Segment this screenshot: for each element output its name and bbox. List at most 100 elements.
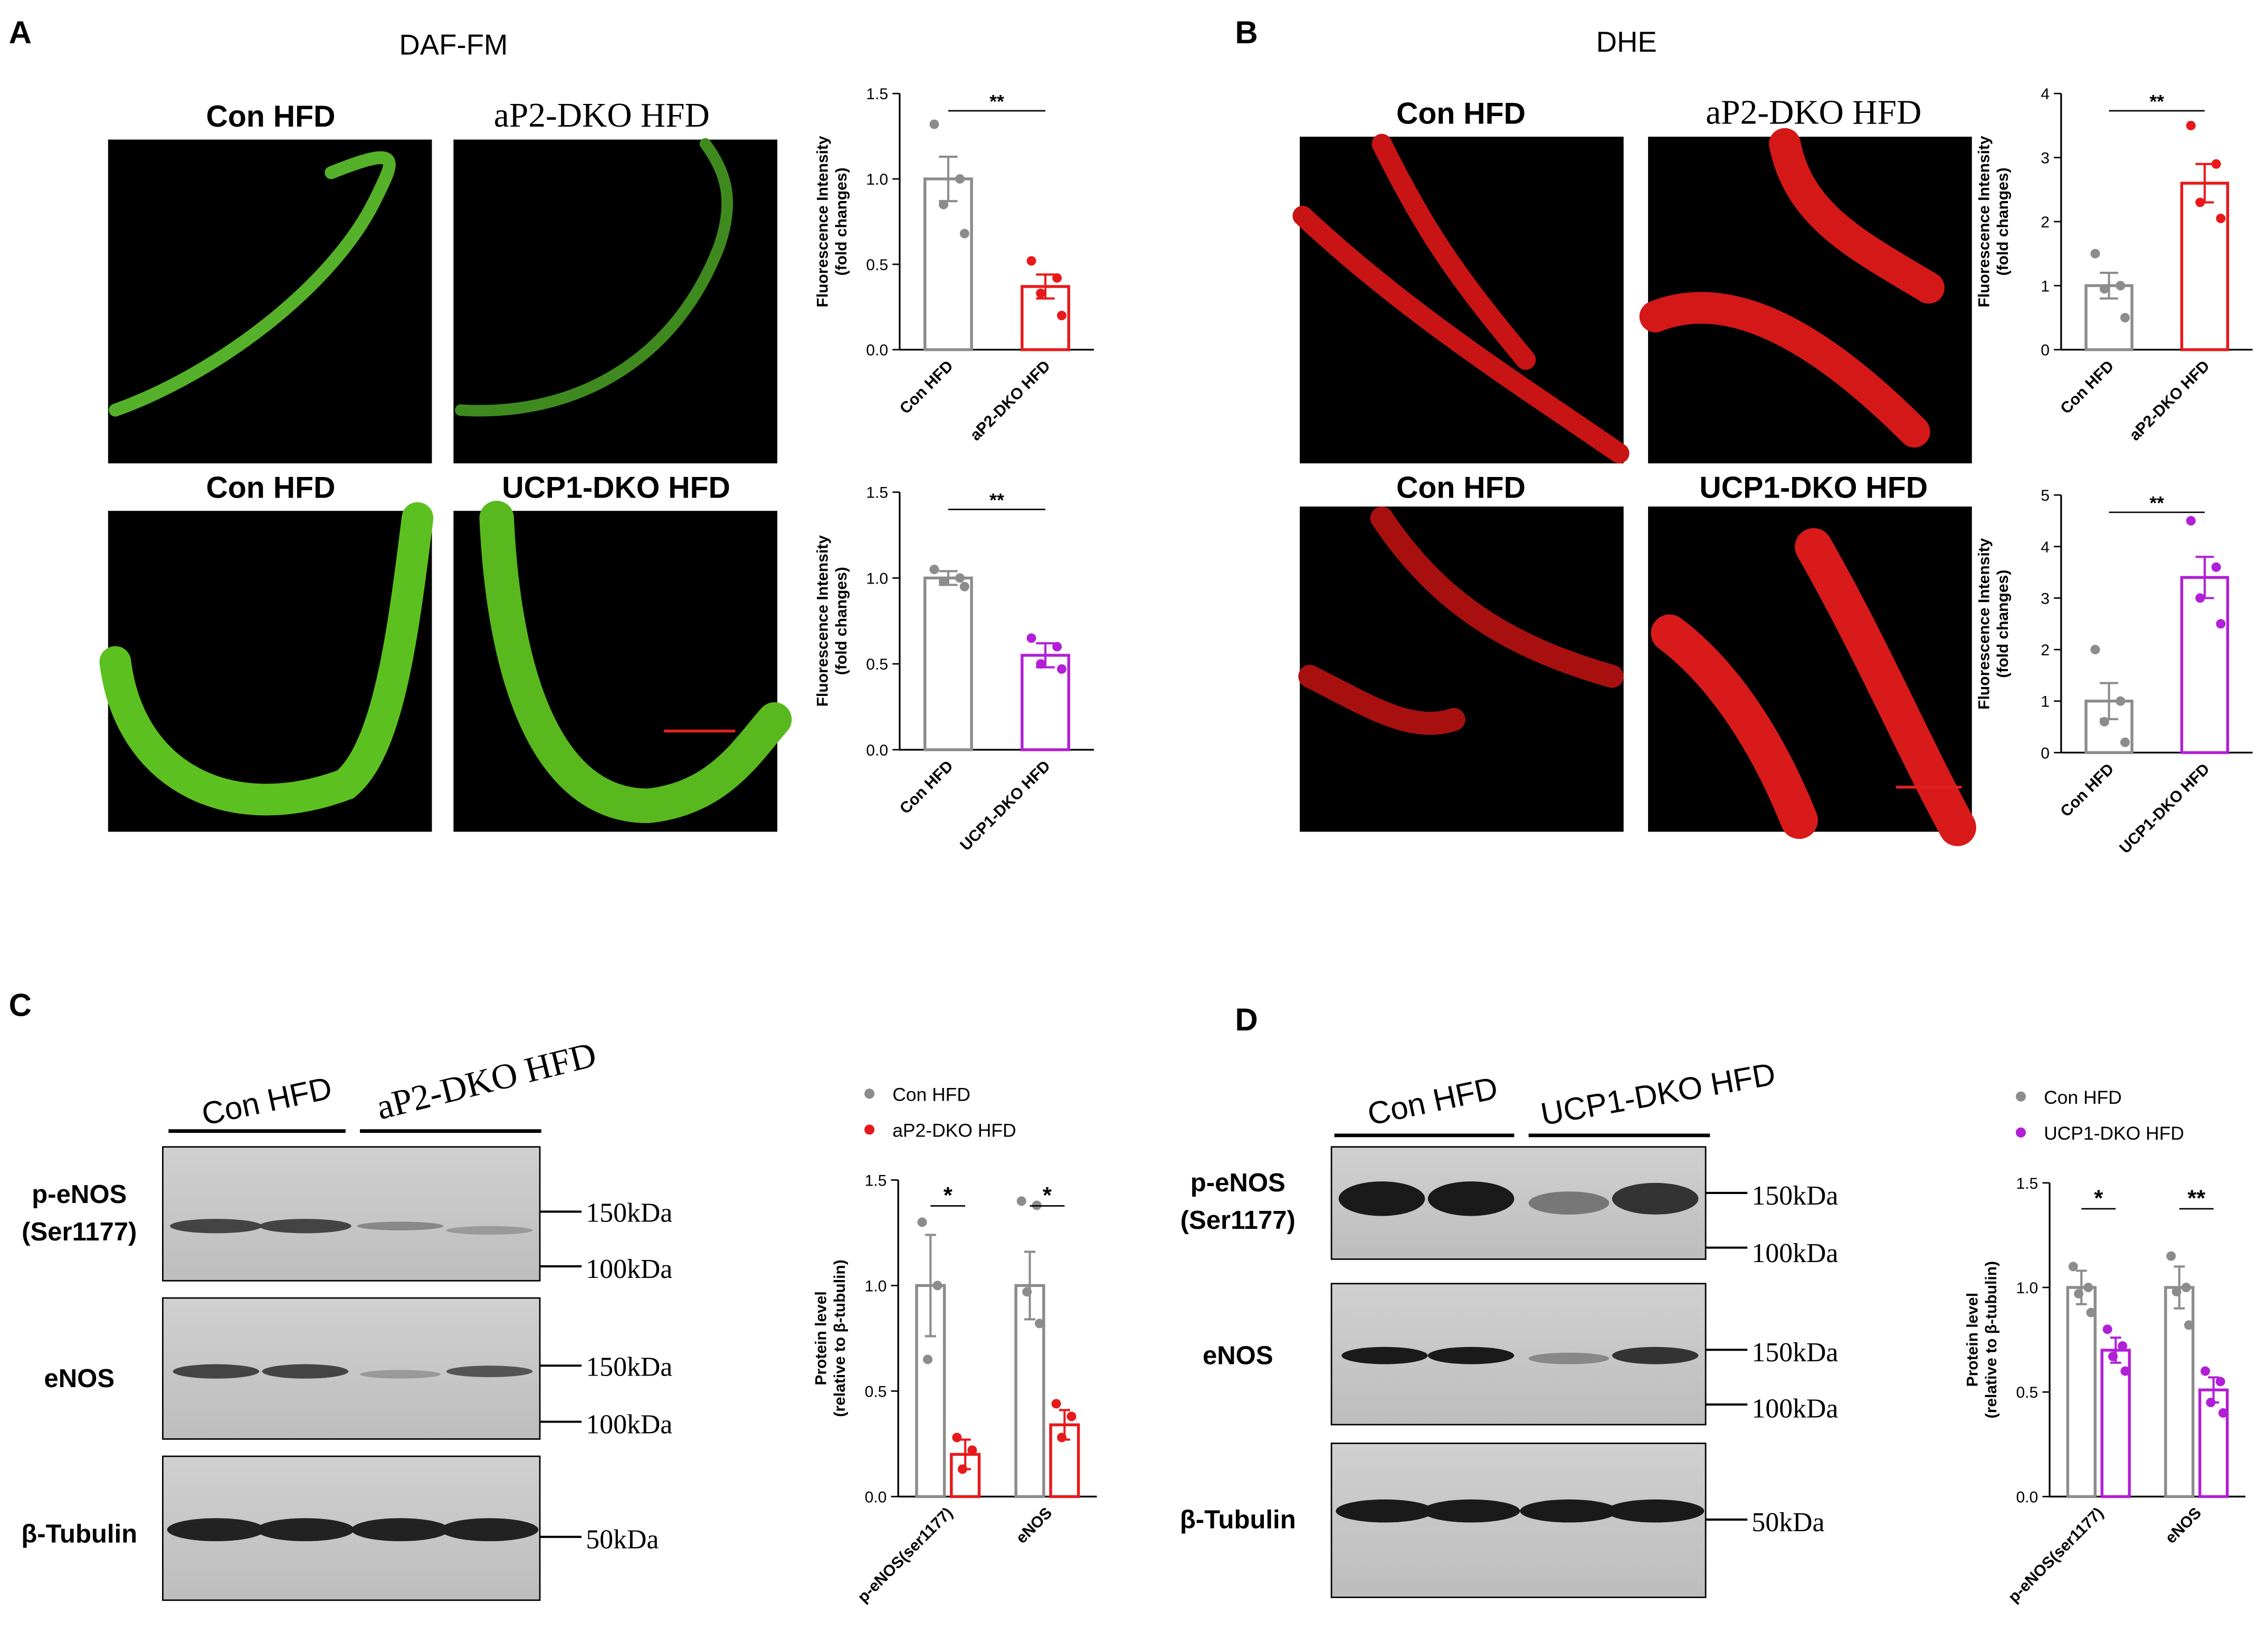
data-point (959, 228, 969, 238)
tissue (1292, 133, 1630, 464)
y-tick-label: 1.5 (2016, 1175, 2038, 1192)
legend-label: UCP1-DKO HFD (2044, 1123, 2184, 1144)
data-point (2195, 197, 2205, 207)
data-point (2120, 1366, 2130, 1376)
stain-title: DHE (1596, 26, 1657, 58)
marker: 50kDa (586, 1525, 659, 1555)
data-point (955, 573, 965, 583)
y-axis-label: (relative to β-tubulin) (1983, 1261, 2000, 1418)
legend-label: aP2-DKO HFD (892, 1120, 1016, 1141)
x-tick-label: Con HFD (2057, 357, 2117, 417)
blot-row: (Ser1177) (1180, 1206, 1296, 1235)
blot-group: Con HFD (1364, 1070, 1501, 1132)
data-point (1034, 1319, 1044, 1329)
data-point (1026, 633, 1036, 643)
data-point (2118, 1341, 2128, 1351)
x-tick-label: Con HFD (2057, 760, 2117, 820)
significance-label: * (2094, 1186, 2103, 1211)
tissue (1639, 128, 1945, 448)
tissue (99, 502, 434, 816)
bar (2180, 182, 2230, 351)
blot-row: p-eNOS (1191, 1169, 1285, 1197)
data-point (917, 1217, 927, 1227)
data-point (929, 119, 939, 129)
data-point (2172, 1286, 2182, 1296)
bar (923, 576, 973, 751)
y-tick-label: 0.5 (866, 256, 888, 274)
significance-label: ** (989, 91, 1004, 112)
y-tick-label: 0.0 (865, 1488, 887, 1506)
data-point (952, 1433, 962, 1443)
data-point (2218, 1408, 2228, 1418)
tissue (109, 151, 396, 417)
y-axis-label: (fold changes) (833, 567, 850, 675)
data-point (2215, 1377, 2225, 1387)
significance-label: ** (2149, 91, 2164, 112)
tissue (479, 501, 792, 824)
micrographs (99, 128, 1976, 846)
data-point (1056, 664, 1066, 674)
image-labels: Con HFD aP2-DKO HFD Con HFD UCP1-DKO HFD… (206, 94, 1928, 505)
y-tick-label: 3 (2041, 590, 2050, 607)
y-tick-label: 0.5 (866, 656, 888, 673)
y-tick-label: 1.0 (866, 171, 888, 188)
y-axis-label: (fold changes) (1994, 570, 2012, 678)
blot-group: aP2-DKO HFD (373, 1034, 601, 1128)
y-tick-label: 0.5 (865, 1383, 887, 1400)
y-axis-label: Fluorescence Intensity (1975, 136, 1993, 307)
data-point (932, 1281, 942, 1291)
data-point (923, 1354, 933, 1364)
data-point (2201, 1366, 2211, 1376)
data-point (957, 1464, 967, 1474)
legend-label: Con HFD (2044, 1087, 2122, 1108)
bar (2180, 576, 2230, 755)
y-tick-label: 1.5 (866, 85, 888, 103)
marker-ticks (1706, 1191, 1748, 1521)
panel-letter: D (1235, 1002, 1258, 1037)
y-tick-label: 0.0 (2016, 1488, 2038, 1506)
data-point (1036, 659, 1046, 669)
data-point (929, 565, 939, 575)
significance-label: ** (2149, 492, 2164, 513)
data-point (2068, 1262, 2078, 1272)
tissue (1298, 507, 1624, 735)
blot-row: β-Tubulin (1180, 1505, 1296, 1534)
y-axis-label: Fluorescence Intensity (1975, 538, 1993, 709)
bands (167, 1219, 539, 1541)
significance-label: * (1043, 1183, 1052, 1208)
y-tick-label: 4 (2041, 539, 2050, 556)
y-tick-label: 1.0 (865, 1277, 887, 1295)
blot-row: eNOS (1203, 1342, 1273, 1370)
data-point (2186, 120, 2196, 130)
legend-marker (2015, 1091, 2026, 1102)
y-axis-label: (relative to β-tubulin) (831, 1259, 849, 1417)
marker: 150kDa (586, 1352, 672, 1382)
y-axis-label: Protein level (813, 1291, 830, 1385)
marker: 100kDa (586, 1409, 672, 1439)
image-label: Con HFD (1396, 97, 1526, 131)
marker: 150kDa (586, 1198, 672, 1228)
data-point (2120, 313, 2130, 323)
y-tick-label: 1 (2041, 693, 2050, 711)
blot-row: (Ser1177) (22, 1218, 137, 1246)
y-tick-label: 0.0 (866, 742, 888, 759)
y-tick-label: 1 (2041, 278, 2050, 295)
data-point (2108, 1351, 2118, 1361)
data-point (1056, 311, 1066, 321)
data-point (2211, 562, 2221, 572)
bands (1336, 1181, 1704, 1523)
x-tick-label: UCP1-DKO HFD (2116, 760, 2213, 857)
tissue (1651, 528, 1976, 846)
data-point (1066, 1411, 1077, 1421)
significance-label: ** (2187, 1186, 2205, 1211)
panel-letters: A B C D (9, 15, 1258, 1037)
x-tick-label: eNOS (2162, 1504, 2205, 1547)
x-tick-label: Con HFD (897, 357, 957, 417)
blot-group: UCP1-DKO HFD (1538, 1056, 1778, 1132)
y-tick-label: 2 (2041, 214, 2050, 231)
y-axis-label: Protein level (1964, 1293, 1982, 1387)
data-point (2166, 1251, 2176, 1261)
data-point (2195, 593, 2205, 603)
panel-letter: B (1235, 15, 1258, 50)
